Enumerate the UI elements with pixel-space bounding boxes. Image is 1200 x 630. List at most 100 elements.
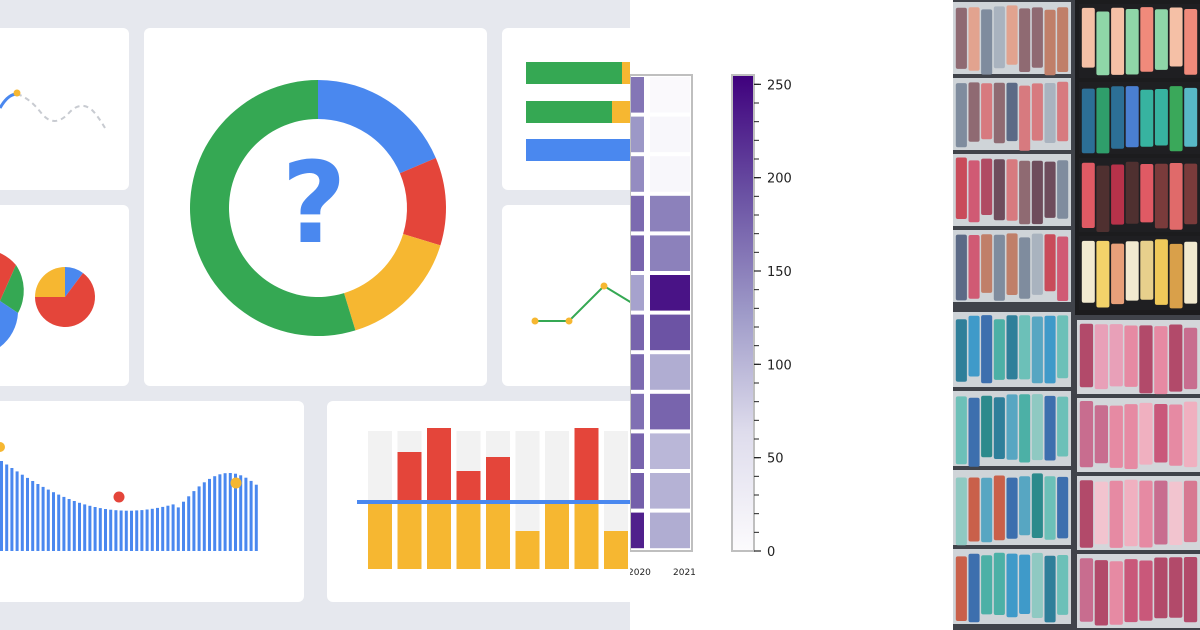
pastel-stick [1057, 81, 1069, 142]
pastel-stick [981, 158, 993, 215]
colorbar-tick-label: 0 [767, 545, 775, 560]
pastel-stick [1183, 480, 1198, 543]
wave-bar [202, 482, 206, 551]
heatmap-cell [630, 433, 644, 469]
pie-chart-graphic [0, 253, 95, 347]
wave-bar [57, 494, 61, 551]
pastel-stick [955, 157, 967, 219]
wave-bar [119, 510, 123, 551]
line-chart-card [0, 28, 129, 190]
pastel-stick [1154, 557, 1168, 619]
pastel-stick [1079, 401, 1094, 468]
small-pie-yellow [35, 267, 65, 297]
small-line-chart-card [502, 205, 630, 386]
pastel-stick [1019, 160, 1031, 225]
pastel-stick [1079, 558, 1094, 622]
pastel-stick [1031, 394, 1043, 461]
pastel-stick [1019, 476, 1031, 536]
heatmap-cells [630, 77, 690, 549]
pastel-stick [1111, 164, 1125, 225]
heatmap-cell [630, 512, 644, 549]
line-chart-dashed-line [16, 93, 106, 129]
pastel-sticks-photo [953, 0, 1200, 630]
wave-bar [83, 504, 87, 551]
pastel-stick [1184, 163, 1198, 225]
wave-bar [150, 508, 154, 551]
heatmap-cell [650, 195, 690, 232]
pastel-stick [1057, 555, 1069, 615]
wave-bar [171, 504, 175, 551]
pastel-stick [1183, 557, 1198, 623]
pastel-stick [1006, 233, 1018, 295]
pastel-stick [1094, 481, 1108, 545]
pastel-stick [1169, 243, 1183, 309]
column-yellow [574, 504, 599, 569]
pastel-stick [1154, 239, 1168, 305]
column-yellow [397, 504, 422, 569]
big-pie-green [0, 265, 24, 313]
heatmap-cell [630, 275, 644, 311]
pastel-stick [1081, 162, 1095, 228]
heatmap-cell [630, 393, 644, 430]
colorbar-tick-label: 150 [767, 265, 792, 280]
pastel-stick [1096, 165, 1110, 232]
pastel-stick [993, 6, 1005, 69]
wave-bar [5, 464, 9, 551]
pastel-stick [1169, 7, 1183, 67]
wave-bar [62, 496, 66, 551]
small-line [535, 284, 630, 322]
pastel-stick [1154, 326, 1168, 395]
wave-bar [109, 509, 113, 551]
pastel-stick [1109, 324, 1123, 387]
pastel-stick [1169, 557, 1183, 618]
heatmap-cell [630, 195, 644, 232]
pastel-stick [968, 397, 980, 467]
pastel-stick [1006, 315, 1018, 380]
horizontal-bar-card [502, 28, 630, 190]
pastel-stick [1079, 323, 1094, 388]
wave-bar [31, 481, 35, 551]
pastel-stick [1044, 315, 1056, 384]
x-tick-label-2020: 2020 [630, 568, 651, 578]
pastel-stick [1044, 9, 1056, 76]
pastel-stick [1184, 241, 1198, 304]
donut-segment-red [399, 157, 446, 246]
pastel-stick [1096, 87, 1110, 154]
wave-bar [254, 484, 258, 551]
column-red [397, 452, 422, 501]
pastel-stick [1140, 89, 1154, 147]
pastel-stick [993, 82, 1005, 144]
pastel-stick [1057, 476, 1069, 539]
pastel-stick [1057, 396, 1069, 457]
pastel-stick [1031, 473, 1043, 538]
wave-bar [72, 501, 76, 551]
pastel-stick [1154, 9, 1168, 70]
pastel-stick [1006, 553, 1018, 618]
hbar-green-1 [526, 62, 622, 84]
wave-bar [197, 486, 201, 551]
wave-bar [223, 473, 227, 551]
wave-bar [176, 507, 180, 551]
pastel-stick [1140, 240, 1154, 300]
small-line-point-2 [565, 317, 573, 325]
pastel-stick [993, 319, 1005, 380]
pastel-stick [1094, 560, 1108, 626]
heatmap-cell [650, 275, 690, 311]
wave-bar [104, 509, 107, 551]
pastel-stick [1031, 83, 1043, 141]
wave-bar [213, 476, 217, 551]
heatmap-panel: 2020 2021 0 50 100 150 200 250 [630, 0, 953, 630]
pastel-stick [993, 397, 1005, 459]
wave-bar [52, 492, 55, 551]
pastel-stick [1184, 9, 1198, 75]
wave-bar [26, 477, 29, 551]
pastel-stick [981, 83, 993, 140]
heatmap-graphic: 2020 2021 0 50 100 150 200 250 [630, 74, 792, 578]
pastel-stick [1183, 327, 1198, 390]
pastel-stick [1031, 7, 1043, 68]
pastel-stick [1154, 89, 1168, 146]
pastel-stick [1109, 561, 1123, 625]
wave-bar [67, 499, 71, 551]
wave-point-yellow-left [0, 442, 5, 452]
pastel-stick [955, 319, 967, 382]
